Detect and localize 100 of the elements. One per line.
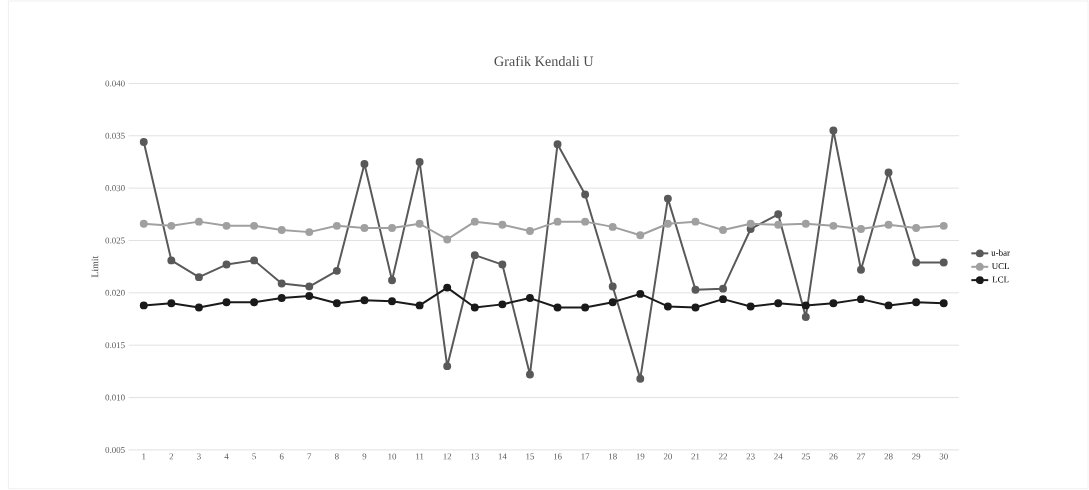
point — [443, 235, 452, 244]
point — [581, 217, 590, 226]
point — [388, 276, 396, 285]
x-tick-label: 23 — [746, 453, 755, 460]
point — [884, 168, 893, 177]
point — [194, 273, 203, 282]
point — [691, 303, 700, 312]
point — [801, 313, 810, 322]
point — [194, 217, 203, 226]
y-tick-label: 0.040 — [105, 80, 125, 87]
point — [277, 226, 286, 235]
point — [663, 219, 672, 228]
point — [829, 299, 838, 308]
x-tick-label: 7 — [307, 453, 312, 460]
x-tick-label: 17 — [581, 453, 590, 460]
x-tick-label: 14 — [498, 453, 507, 460]
point — [663, 302, 672, 311]
legend-label: u-bar — [991, 249, 1010, 256]
point — [939, 258, 948, 267]
point — [194, 303, 203, 312]
point — [608, 282, 617, 291]
point — [829, 222, 838, 230]
point — [608, 298, 617, 307]
point — [526, 294, 534, 303]
point — [388, 224, 396, 233]
point — [553, 140, 562, 149]
point — [636, 290, 645, 299]
point — [553, 303, 562, 312]
x-tick-label: 28 — [884, 453, 893, 460]
point — [663, 194, 672, 203]
point — [250, 256, 259, 265]
point — [415, 301, 424, 310]
chart-title: Grafik Kendali U — [494, 56, 594, 67]
point — [912, 258, 921, 267]
point — [222, 298, 231, 307]
legend-label: UCL — [991, 263, 1009, 270]
x-tick-label: 10 — [388, 453, 397, 460]
x-tick-label: 8 — [334, 453, 339, 460]
point — [636, 231, 645, 240]
y-tick-label: 0.030 — [105, 185, 125, 192]
point — [498, 260, 507, 269]
point — [829, 126, 838, 135]
point — [332, 222, 341, 230]
x-tick-label: 21 — [691, 453, 700, 460]
point — [167, 222, 176, 230]
x-tick-label: 18 — [609, 453, 617, 460]
y-axis-title: Limit — [91, 255, 99, 278]
y-tick-label: 0.020 — [105, 289, 125, 297]
point — [801, 301, 810, 310]
point — [581, 190, 590, 199]
x-tick-label: 4 — [224, 453, 229, 460]
point — [498, 221, 507, 229]
point — [746, 302, 755, 311]
x-tick-label: 24 — [774, 453, 783, 460]
point — [443, 283, 452, 292]
point — [801, 219, 810, 228]
point — [719, 295, 728, 304]
y-tick-label: 0.015 — [105, 342, 125, 349]
point — [884, 301, 893, 310]
y-tick-label: 0.035 — [105, 132, 125, 139]
point — [360, 160, 369, 169]
x-tick-label: 1 — [142, 453, 146, 460]
x-tick-label: 15 — [526, 453, 535, 460]
point — [277, 294, 286, 303]
point — [388, 297, 396, 306]
point — [167, 299, 176, 308]
x-tick-label: 20 — [663, 453, 672, 460]
x-tick-label: 12 — [443, 453, 452, 460]
x-tick-label: 3 — [197, 453, 201, 460]
point — [939, 299, 948, 308]
point — [360, 224, 369, 233]
point — [222, 222, 231, 230]
point — [443, 362, 452, 371]
point — [526, 370, 534, 379]
x-tick-label: 30 — [939, 453, 948, 460]
point — [332, 299, 341, 308]
point — [719, 226, 728, 235]
point — [857, 295, 865, 304]
x-tick-label: 22 — [718, 453, 728, 460]
point — [305, 282, 314, 291]
point — [277, 279, 286, 288]
point — [139, 301, 148, 310]
point — [691, 217, 700, 226]
point — [857, 225, 865, 234]
point — [939, 222, 948, 230]
x-tick-label: 16 — [553, 453, 562, 460]
point — [719, 284, 728, 293]
point — [139, 138, 148, 147]
point — [250, 222, 259, 230]
point — [360, 296, 369, 305]
point — [470, 217, 479, 226]
point — [305, 228, 314, 237]
x-tick-label: 9 — [362, 453, 367, 460]
x-tick-label: 19 — [636, 453, 645, 460]
point — [912, 224, 921, 233]
point — [553, 217, 562, 226]
x-tick-label: 26 — [829, 453, 838, 460]
point — [498, 300, 507, 309]
point — [250, 298, 259, 307]
point — [774, 299, 783, 308]
